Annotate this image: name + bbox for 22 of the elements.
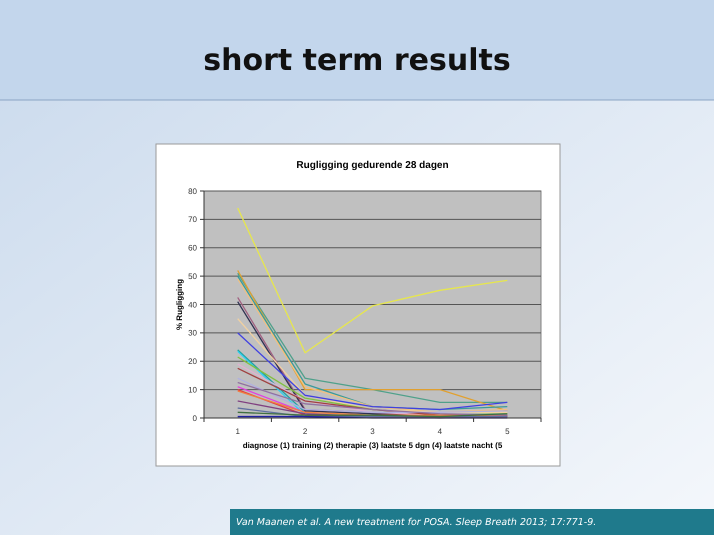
text: Van Maanen et al. A new treatment for POSA. Sleep Breath 2013; 17:771-9. xyxy=(236,517,596,528)
y-tick-label: 40 xyxy=(188,300,198,310)
chart-subtitle: Rugligging gedurende 28 dagen xyxy=(296,160,449,171)
line-series xyxy=(237,332,508,410)
y-tick-label: 10 xyxy=(188,385,198,394)
x-tick-label: 2 xyxy=(302,427,308,436)
y-tick-label: 60 xyxy=(188,244,198,253)
y-axis-title: % Rugligging xyxy=(175,278,184,330)
y-tick-label: 50 xyxy=(188,272,198,281)
y-tick-label: 80 xyxy=(188,186,198,196)
x-tick-label: 4 xyxy=(438,427,443,436)
x-tick-label: 3 xyxy=(370,427,376,436)
y-tick-label: 70 xyxy=(188,215,198,224)
line-series xyxy=(237,318,508,413)
x-axis-title: diagnose (1) training (2) therapie (3) laatste 5 dgn (4) laatste nacht (5 xyxy=(242,441,503,450)
chart-title: short term results xyxy=(203,43,511,78)
x-tick-label: 1 xyxy=(235,427,240,436)
y-tick-label: 30 xyxy=(188,328,198,338)
line-series xyxy=(237,207,508,354)
y-tick-label: 20 xyxy=(188,357,198,366)
x-tick-label: 5 xyxy=(505,427,510,436)
y-tick-label: 0 xyxy=(192,414,198,423)
